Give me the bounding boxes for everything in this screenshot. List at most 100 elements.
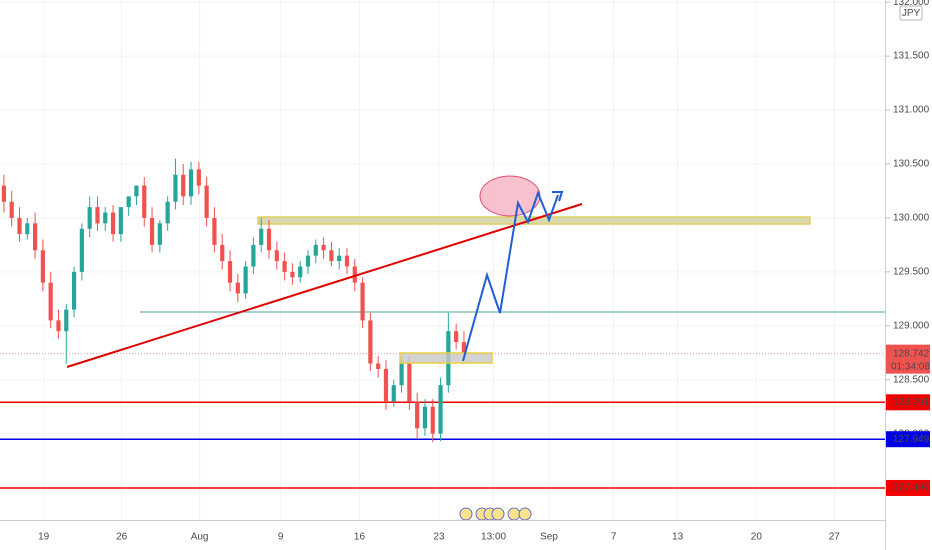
x-tick-label: 20 bbox=[751, 532, 763, 543]
x-tick-label: 23 bbox=[433, 532, 445, 543]
currency-box bbox=[899, 5, 923, 21]
candle-body bbox=[48, 282, 53, 321]
currency-label: JPY bbox=[902, 8, 921, 19]
x-tick-label: 16 bbox=[354, 532, 366, 543]
candle-body bbox=[266, 228, 272, 251]
candle-body bbox=[165, 201, 170, 224]
x-tick-label: 13:00 bbox=[481, 532, 506, 543]
y-tick-label: 129.000 bbox=[893, 320, 930, 331]
candle-body bbox=[383, 368, 389, 402]
candle-body bbox=[313, 244, 318, 256]
x-tick-label: 19 bbox=[38, 532, 50, 543]
candle-body bbox=[461, 341, 467, 354]
candle-body bbox=[376, 363, 381, 369]
projection-path bbox=[462, 190, 559, 362]
candle-body bbox=[196, 169, 201, 186]
level-label: 127.497 bbox=[893, 483, 930, 494]
candle-body bbox=[352, 266, 357, 283]
candle-body bbox=[173, 174, 178, 202]
candle-body bbox=[103, 212, 108, 224]
candle-body bbox=[220, 244, 225, 262]
candle-body bbox=[212, 217, 217, 245]
level-label-box bbox=[886, 431, 930, 448]
candle-body bbox=[149, 217, 155, 245]
trendline bbox=[66, 203, 583, 368]
candle-body bbox=[25, 223, 30, 235]
candle-body bbox=[188, 169, 194, 197]
candle-body bbox=[9, 201, 14, 218]
zone bbox=[257, 216, 811, 225]
level-label: 127.949 bbox=[893, 434, 930, 445]
candle-body bbox=[305, 255, 311, 267]
x-tick-label: 26 bbox=[116, 532, 128, 543]
event-icon[interactable] bbox=[459, 507, 473, 521]
candles bbox=[1, 158, 467, 443]
event-icons bbox=[459, 507, 532, 521]
candle-body bbox=[422, 406, 428, 429]
candle-body bbox=[391, 385, 396, 402]
x-tick-label: 27 bbox=[829, 532, 841, 543]
candle-body bbox=[142, 185, 147, 218]
candle-body bbox=[134, 185, 139, 197]
y-tick-label: 129.500 bbox=[893, 267, 930, 278]
candle-body bbox=[360, 282, 365, 321]
candle-body bbox=[87, 207, 92, 229]
candle-body bbox=[181, 174, 186, 197]
current-price-label: 128.742 bbox=[893, 348, 930, 359]
x-tick-label: 7 bbox=[611, 532, 617, 543]
candle-body bbox=[321, 244, 326, 251]
candle-body bbox=[337, 255, 342, 262]
candle-body bbox=[259, 228, 264, 245]
candle-body bbox=[430, 406, 435, 434]
candle-body bbox=[235, 282, 240, 294]
event-icon[interactable] bbox=[518, 507, 532, 521]
level-label: 128.291 bbox=[893, 397, 930, 408]
x-tick-label: Aug bbox=[191, 532, 209, 543]
candle-body bbox=[415, 401, 420, 429]
candle-body bbox=[64, 309, 69, 332]
axis-labels: 132.000 131.500 131.000 130.500 130.000 129.5… bbox=[38, 0, 930, 543]
y-tick-label: 131.500 bbox=[893, 51, 930, 62]
current-price-box bbox=[886, 344, 930, 374]
candle-body bbox=[110, 212, 116, 235]
candle-body bbox=[243, 266, 248, 294]
y-tick-label: 130.500 bbox=[893, 159, 930, 170]
candle-body bbox=[454, 331, 459, 342]
zone bbox=[399, 352, 493, 364]
candle-body bbox=[290, 271, 295, 278]
candle-body bbox=[40, 250, 45, 283]
candle-body bbox=[251, 244, 256, 267]
y-tick-label: 132.000 bbox=[893, 0, 930, 8]
candle-body bbox=[227, 261, 233, 283]
level-label-box bbox=[886, 394, 930, 411]
candle-body bbox=[344, 255, 350, 267]
y-tick-label: 128.500 bbox=[893, 374, 930, 385]
x-tick-label: 13 bbox=[672, 532, 684, 543]
candle-body bbox=[407, 363, 412, 402]
candle-body bbox=[298, 266, 303, 278]
countdown-label: 01:34:08 bbox=[891, 361, 930, 372]
y-tick-label: 131.000 bbox=[893, 105, 930, 116]
price-axis bbox=[885, 0, 932, 550]
candle-body bbox=[368, 320, 373, 364]
candle-body bbox=[438, 385, 443, 434]
candle-body bbox=[95, 207, 100, 224]
candle-body bbox=[274, 250, 279, 262]
event-icon[interactable] bbox=[491, 507, 505, 521]
candle-body bbox=[118, 207, 123, 235]
event-icon[interactable] bbox=[507, 507, 521, 521]
level-label-box bbox=[886, 479, 930, 496]
candle-body bbox=[32, 223, 38, 251]
candle-body bbox=[17, 217, 22, 235]
candle-body bbox=[71, 271, 77, 310]
arrow-head bbox=[552, 191, 564, 202]
candle-body bbox=[157, 223, 162, 245]
candle-body bbox=[1, 185, 6, 202]
time-axis bbox=[0, 520, 932, 550]
x-tick-label: 9 bbox=[278, 532, 284, 543]
candle-body bbox=[204, 185, 209, 218]
candle-body bbox=[126, 196, 131, 208]
candle-body bbox=[282, 261, 287, 272]
